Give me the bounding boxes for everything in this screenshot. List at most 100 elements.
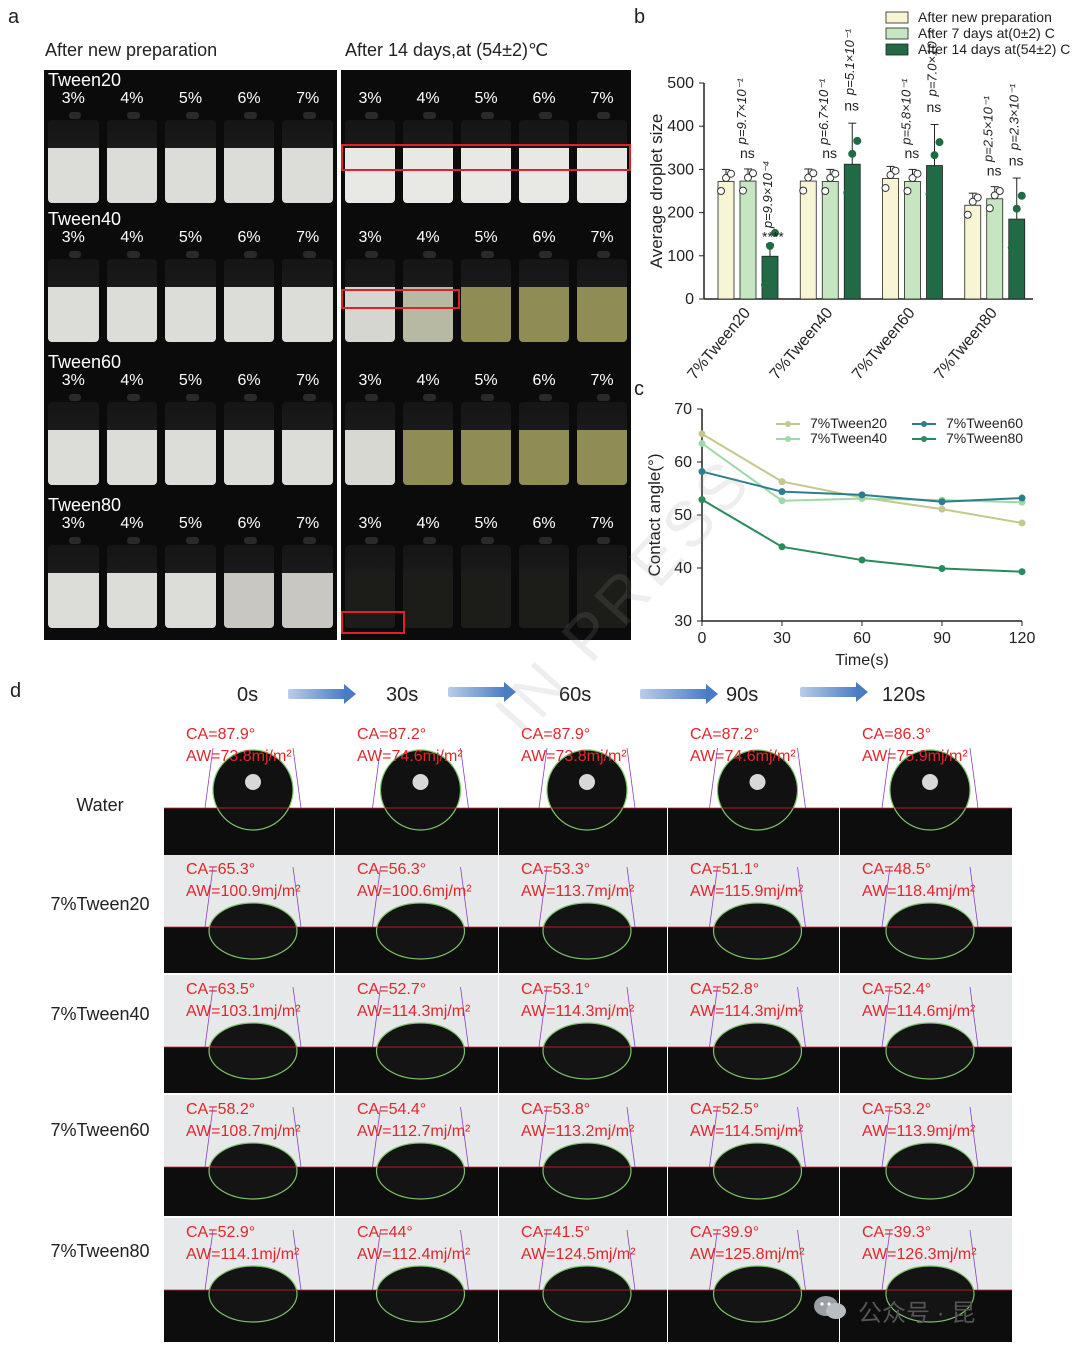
y-tick-label: 400 bbox=[667, 118, 694, 135]
wechat-logo-icon bbox=[812, 1293, 848, 1323]
vial-liquid bbox=[48, 287, 99, 342]
adhesion-work-value: AW=75.9mj/m² bbox=[862, 748, 968, 765]
vial-liquid bbox=[106, 573, 158, 628]
droplet-profile bbox=[335, 866, 498, 960]
x-tick-label: 120 bbox=[1009, 630, 1036, 647]
concentration-label: 6% bbox=[237, 515, 261, 532]
tangent-line bbox=[881, 747, 891, 809]
y-axis-label: Contact angle(°) bbox=[645, 453, 664, 576]
droplet-profile bbox=[668, 1106, 839, 1200]
vial-liquid bbox=[577, 287, 627, 342]
vial-cap bbox=[68, 112, 82, 119]
x-tick-label: 7%Tween60 bbox=[849, 305, 919, 383]
contact-angle-value: CA=87.2° bbox=[357, 726, 427, 743]
contact-angle-value: CA=52.9° bbox=[186, 1224, 256, 1241]
droplet-profile bbox=[499, 986, 667, 1080]
significance-label: ns bbox=[844, 98, 859, 114]
data-point bbox=[749, 169, 757, 178]
tangent-line bbox=[292, 986, 302, 1048]
droplet-profile bbox=[335, 986, 498, 1080]
droplet-row-label: 7%Tween60 bbox=[50, 1120, 150, 1140]
fresh-emulsion-photo: Tween20 3% 4% 5% 6% 7% Tween40 3% 4% 5% 6% 7% Tween6… bbox=[44, 70, 337, 640]
legend-label: After 14 days at(54±2) C bbox=[918, 41, 1070, 57]
contact-angle-value: CA=86.3° bbox=[862, 726, 932, 743]
droplet bbox=[208, 1265, 298, 1323]
contact-angle-value: CA=39.3° bbox=[862, 1224, 932, 1241]
droplet-image: CA=65.3° AW=100.9mj/m² bbox=[164, 855, 334, 973]
droplet-measurements: CA=87.2° AW=74.6mj/m² bbox=[357, 724, 463, 768]
data-point bbox=[985, 204, 994, 213]
vial-liquid bbox=[223, 287, 275, 342]
data-point bbox=[908, 174, 917, 183]
adhesion-work-value: AW=100.9mj/m² bbox=[186, 883, 301, 900]
droplet-measurements: CA=53.2° AW=113.9mj/m² bbox=[862, 1099, 975, 1143]
significance-label: ns bbox=[905, 145, 920, 161]
tangent-line bbox=[626, 1106, 636, 1168]
droplet-reflection bbox=[412, 774, 429, 790]
vial-cap bbox=[68, 394, 82, 401]
legend-marker bbox=[785, 436, 791, 442]
data-point bbox=[1018, 494, 1026, 502]
data-point bbox=[858, 491, 866, 499]
adhesion-work-value: AW=118.4mj/m² bbox=[862, 883, 976, 900]
vial-liquid bbox=[577, 148, 627, 203]
tangent-line bbox=[538, 1106, 548, 1168]
tangent-line bbox=[709, 1229, 718, 1291]
vial-cap bbox=[244, 537, 258, 544]
significance-label: ns bbox=[740, 145, 755, 161]
droplet bbox=[712, 902, 803, 960]
vial-liquid bbox=[345, 148, 395, 203]
legend-marker bbox=[785, 421, 791, 427]
adhesion-work-value: AW=124.5mj/m² bbox=[521, 1246, 636, 1263]
tangent-line bbox=[460, 1229, 469, 1291]
droplet-profile bbox=[499, 1106, 667, 1200]
tangent-line bbox=[969, 1106, 979, 1168]
p-value-label: p=2.5×10⁻¹ bbox=[981, 95, 996, 163]
data-point bbox=[722, 174, 730, 183]
vial-liquid bbox=[223, 430, 275, 485]
concentration-label: 4% bbox=[120, 372, 144, 389]
tangent-line bbox=[204, 866, 214, 928]
droplet-image: CA=63.5° AW=103.1mj/m² bbox=[164, 975, 334, 1093]
tangent-line bbox=[969, 1229, 979, 1291]
vial-cap bbox=[481, 537, 495, 544]
vial-liquid bbox=[106, 148, 158, 203]
tangent-line bbox=[292, 747, 302, 809]
droplet-image: CA=87.9° AW=73.8mj/m² bbox=[499, 720, 667, 855]
vial-liquid bbox=[345, 430, 395, 485]
droplet-reflection bbox=[579, 774, 595, 790]
p-value-label: p=5.1×10⁻¹ bbox=[842, 28, 857, 96]
adhesion-work-value: AW=114.3mj/m² bbox=[357, 1003, 471, 1020]
tangent-line bbox=[969, 986, 979, 1048]
data-point bbox=[913, 169, 922, 178]
tangent-line bbox=[626, 866, 636, 928]
time-label-60s: 60s bbox=[559, 684, 592, 706]
tangent-line bbox=[969, 866, 979, 928]
adhesion-work-value: AW=114.1mj/m² bbox=[186, 1246, 300, 1263]
y-tick-label: 70 bbox=[674, 401, 692, 418]
data-point bbox=[903, 187, 912, 195]
y-axis-label: Average droplet size bbox=[647, 114, 666, 269]
contact-angle-value: CA=53.2° bbox=[862, 1101, 932, 1118]
droplet-measurements: CA=48.5° AW=118.4mj/m² bbox=[862, 859, 975, 903]
arrow-icon bbox=[288, 684, 356, 704]
data-point bbox=[778, 478, 786, 486]
droplet-measurements: CA=52.4° AW=114.6mj/m² bbox=[862, 979, 975, 1023]
droplet-profile bbox=[668, 986, 839, 1080]
vial-cap bbox=[539, 394, 553, 401]
droplet-image: CA=39.3° AW=126.3mj/m² bbox=[840, 1218, 1012, 1342]
p-value-label: p=6.7×10⁻¹ bbox=[816, 78, 831, 146]
vial-liquid bbox=[519, 287, 569, 342]
bar bbox=[799, 180, 817, 300]
data-point bbox=[1007, 243, 1016, 252]
vial-liquid bbox=[345, 287, 395, 342]
contact-angle-value: CA=56.3° bbox=[357, 861, 427, 878]
droplet bbox=[542, 1142, 632, 1200]
droplet-profile bbox=[840, 866, 1012, 960]
tangent-line bbox=[709, 866, 718, 928]
droplet-profile bbox=[668, 866, 839, 960]
tangent-line bbox=[969, 747, 979, 809]
droplet-image: CA=48.5° AW=118.4mj/m² bbox=[840, 855, 1012, 973]
tangent-line bbox=[797, 747, 806, 809]
panel-b-letter: b bbox=[634, 6, 646, 28]
